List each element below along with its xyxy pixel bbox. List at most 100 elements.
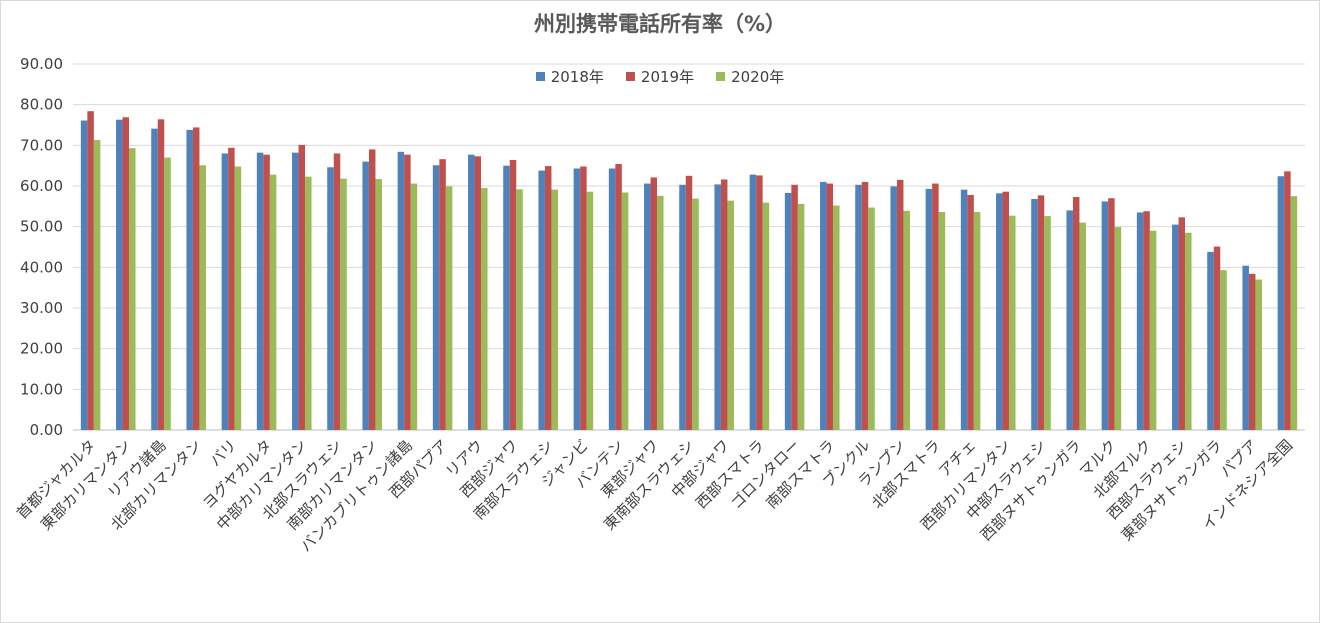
bar-2020 <box>727 200 734 430</box>
bar-2019 <box>1002 191 1010 430</box>
bar-2018 <box>820 181 827 430</box>
bar-2018 <box>608 168 616 430</box>
bar-2019 <box>1037 195 1045 430</box>
legend-item-2018: 2018年 <box>535 66 604 87</box>
bar-2020 <box>833 205 840 430</box>
legend-label-2020: 2020年 <box>731 68 785 86</box>
bar-2020 <box>797 203 805 430</box>
bar-2018 <box>925 188 933 430</box>
bar-2019 <box>263 154 270 431</box>
bar-2020 <box>973 212 981 430</box>
bar-2020 <box>657 195 664 430</box>
bar-2019 <box>368 149 376 430</box>
bar-2020 <box>516 189 523 430</box>
bar-2018 <box>397 151 405 430</box>
bar-2018 <box>749 174 757 430</box>
bar-2018 <box>1101 201 1109 430</box>
bar-2018 <box>784 192 792 430</box>
bar-2019 <box>87 111 94 430</box>
bar-2018 <box>1207 251 1214 430</box>
bar-2019 <box>1213 246 1221 430</box>
bar-2020 <box>1185 232 1192 430</box>
bar-2020 <box>1114 227 1122 430</box>
bar-2019 <box>1072 196 1080 430</box>
legend-swatch-2019 <box>625 72 635 81</box>
legend-label-2019: 2019年 <box>640 68 695 86</box>
bar-2018 <box>1066 210 1073 430</box>
bar-2020 <box>938 212 946 430</box>
bar-2018 <box>573 168 581 430</box>
bar-2020 <box>1009 215 1016 430</box>
bar-2018 <box>292 152 299 431</box>
bar-2018 <box>1136 212 1144 430</box>
bar-2020 <box>340 178 347 430</box>
legend-swatch-2018 <box>535 72 545 81</box>
bar-2019 <box>615 164 622 431</box>
bar-2019 <box>544 166 552 430</box>
bar-2018 <box>432 165 440 430</box>
bar-2018 <box>362 161 369 430</box>
bar-2018 <box>890 186 897 430</box>
bar-2019 <box>474 156 482 430</box>
bar-2019 <box>720 179 728 430</box>
bar-2018 <box>538 170 545 430</box>
chart-title: 州別携帯電話所有率（%） <box>533 12 787 36</box>
bar-2019 <box>685 175 693 430</box>
bar-2018 <box>151 128 158 430</box>
bar-2020 <box>129 148 136 430</box>
y-tick-label: 60.00 <box>20 177 63 195</box>
bar-2020 <box>762 202 770 430</box>
bar-2019 <box>967 194 974 430</box>
bar-2018 <box>468 154 475 431</box>
bar-2019 <box>1178 217 1186 430</box>
bar-2020 <box>1079 222 1086 430</box>
bar-2020 <box>903 210 910 430</box>
y-tick-label: 30.00 <box>20 299 63 317</box>
bar-2019 <box>650 177 658 430</box>
bar-2018 <box>80 120 88 430</box>
bar-2019 <box>826 183 834 430</box>
bar-2020 <box>1044 216 1051 430</box>
bar-2020 <box>868 207 875 430</box>
bar-2018 <box>503 165 510 430</box>
bar-2020 <box>93 140 101 430</box>
bar-2018 <box>1031 199 1038 430</box>
bar-2018 <box>855 184 862 430</box>
y-tick-label: 20.00 <box>20 340 63 358</box>
bar-2019 <box>298 144 306 430</box>
bar-2018 <box>186 129 193 430</box>
bar-2020 <box>551 189 558 430</box>
bar-2019 <box>1248 273 1256 430</box>
bar-2020 <box>481 188 488 430</box>
legend-label-2018: 2018年 <box>550 68 604 86</box>
y-tick-label: 50.00 <box>20 218 63 236</box>
bar-2019 <box>192 127 200 430</box>
bar-2018 <box>327 167 334 430</box>
bar-2020 <box>199 165 206 430</box>
bar-2020 <box>410 183 418 430</box>
bar-2019 <box>580 166 587 431</box>
y-tick-label: 0.00 <box>30 421 63 439</box>
legend-item-2020: 2020年 <box>716 66 784 87</box>
bar-2019 <box>896 179 904 430</box>
bar-2020 <box>269 174 277 430</box>
bar-2020 <box>164 157 171 431</box>
bar-2018 <box>960 189 968 430</box>
bar-2018 <box>116 119 123 431</box>
bar-2018 <box>679 184 686 430</box>
bar-2019 <box>791 184 798 430</box>
bar-2020 <box>305 176 312 430</box>
bar-2020 <box>1290 196 1298 430</box>
legend: 2018年 2019年 2020年 <box>0 66 1320 87</box>
bar-2019 <box>122 117 130 431</box>
bar-2019 <box>1108 198 1115 430</box>
bar-2019 <box>333 153 341 430</box>
bar-2019 <box>404 154 411 431</box>
bar-2019 <box>509 159 517 430</box>
bar-2020 <box>445 186 453 430</box>
bar-2020 <box>375 179 382 430</box>
bar-2020 <box>234 166 242 431</box>
bar-2020 <box>621 192 629 430</box>
bar-2018 <box>1277 176 1285 430</box>
